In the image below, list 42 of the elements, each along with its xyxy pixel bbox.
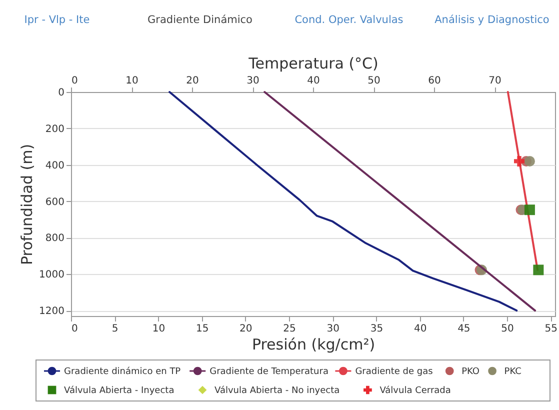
text: Análisis y Diagnostico xyxy=(434,14,550,26)
legend-label: Gradiente de Temperatura xyxy=(210,367,328,377)
x-tick-label: 0 xyxy=(72,324,78,334)
x-tick-label: 15 xyxy=(196,324,209,334)
x2-axis-title: Temperatura (°C) xyxy=(248,54,378,72)
x-tick-label: 30 xyxy=(326,324,340,334)
y-tick-label: 1200 xyxy=(39,306,64,318)
x-tick-label: 5 xyxy=(112,324,118,334)
text: Ipr - Vlp - Ite xyxy=(24,14,90,26)
y-tick-label: 1000 xyxy=(39,270,64,281)
x2-tick-label: 30 xyxy=(246,76,260,86)
x2-tick-label: 10 xyxy=(126,76,138,86)
x2-tick-label: 20 xyxy=(186,76,199,86)
x-tick-label: 20 xyxy=(240,324,252,334)
y-tick-label: 600 xyxy=(45,196,64,208)
x2-tick-label: 50 xyxy=(368,76,380,86)
y-tick-label: 800 xyxy=(45,233,64,244)
legend-label: Gradiente de gas xyxy=(355,367,434,377)
text: Cond. Oper. Valvulas xyxy=(294,14,404,26)
y-axis-title: Profundidad (m) xyxy=(18,144,36,266)
x2-tick-label: 0 xyxy=(72,76,78,86)
y-tick-label: 0 xyxy=(58,88,64,98)
x-tick-label: 10 xyxy=(152,324,166,334)
x2-tick-label: 70 xyxy=(488,76,502,86)
legend-label: PKO xyxy=(462,367,480,377)
x-tick-label: 35 xyxy=(370,324,384,334)
legend-label: Gradiente dinámico en TP xyxy=(64,366,182,377)
legend-label: Válvula Abierta - No inyecta xyxy=(214,385,340,396)
x-tick-label: 40 xyxy=(414,324,427,334)
legend-label: Válvula Abierta - Inyecta xyxy=(64,385,174,396)
legend-label: Válvula Cerrada xyxy=(380,385,451,396)
y-tick-label: 200 xyxy=(45,124,64,135)
x2-tick-label: 60 xyxy=(428,76,441,86)
legend-label: PKC xyxy=(504,367,522,377)
x-tick-label: 50 xyxy=(501,324,514,334)
x-axis-title: Presión (kg/cm²) xyxy=(252,336,376,354)
x-tick-label: 45 xyxy=(458,324,470,334)
x-tick-label: 25 xyxy=(283,324,296,334)
x2-tick-label: 40 xyxy=(307,76,320,86)
y-tick-label: 400 xyxy=(45,160,64,172)
x-tick-label: 55 xyxy=(544,324,558,334)
text: Gradiente Dinámico xyxy=(148,14,252,26)
